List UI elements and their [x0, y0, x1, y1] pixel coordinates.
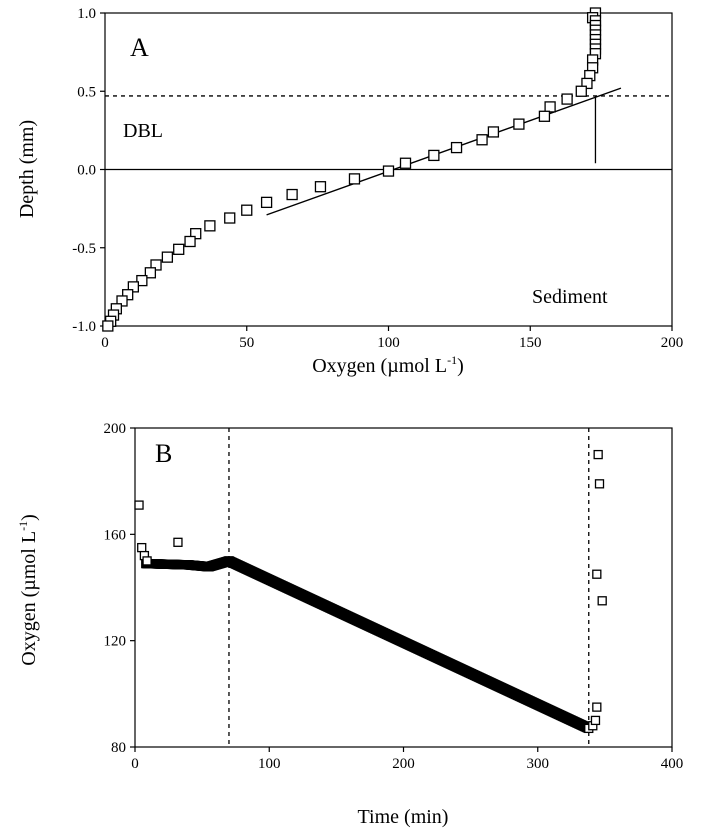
data-point [575, 85, 587, 97]
panel-a-y-axis-title: Depth (mm) [16, 120, 38, 218]
data-point [144, 267, 157, 279]
data-point [127, 281, 140, 293]
panel-b-lines [228, 428, 590, 747]
panel-b-x-tick-label: 200 [392, 756, 415, 772]
panel-a-x-tick-label: 200 [661, 335, 684, 351]
sediment-annotation: Sediment [532, 286, 608, 308]
data-point [544, 101, 556, 113]
data-point [184, 235, 196, 248]
panel-b-x-tick-label: 300 [527, 756, 550, 772]
data-point [161, 251, 174, 263]
panel-b-label: B [155, 439, 172, 468]
panel-b-x-tick-label: 0 [131, 756, 139, 772]
data-point [204, 220, 216, 232]
panel-a-label: A [130, 33, 149, 62]
data-point [597, 596, 607, 606]
panel-b-y-tick-label: 120 [104, 634, 127, 650]
data-point [314, 181, 327, 193]
data-point [538, 110, 551, 122]
data-point [476, 134, 488, 146]
dbl-annotation: DBL [123, 120, 163, 142]
panel-a-lines [105, 87, 672, 216]
data-point [173, 537, 183, 547]
panel-b-frame [134, 427, 673, 748]
panel-a-x-tick-label: 150 [519, 335, 542, 351]
panel-b-y-tick-label: 160 [104, 527, 127, 543]
panel-a-x-axis-title: Oxygen (µmol L-1) [312, 353, 464, 377]
data-point [561, 93, 573, 105]
panel-a-ticks: 0 50 100 150 200 -1.0 -0.5 0.0 0.5 1.0 [72, 6, 683, 351]
panel-b-x-tick-label: 400 [661, 756, 684, 772]
data-point [286, 188, 298, 201]
data-point [592, 702, 602, 712]
data-point [260, 196, 273, 209]
data-point [173, 243, 185, 255]
panel-a-points [102, 7, 602, 332]
linear-gradient-fit-line [266, 87, 622, 216]
data-point [348, 173, 361, 185]
data-point [428, 149, 440, 162]
panel-b-y-axis-title: Oxygen (µmol L-1) [16, 514, 40, 666]
data-point [136, 274, 148, 287]
panel-a-x-tick-label: 100 [377, 335, 400, 351]
data-point [593, 449, 603, 460]
panel-a-y-tick-label: 0.0 [77, 163, 96, 179]
data-point [190, 228, 202, 240]
data-point [224, 212, 236, 224]
panel-a-y-tick-label: 0.5 [77, 84, 96, 100]
panel-a: A DBL Sediment Oxygen (µmol L-1) Depth (… [16, 6, 683, 377]
data-point [487, 126, 500, 138]
data-point [150, 259, 162, 271]
panel-b-x-tick-label: 100 [258, 756, 281, 772]
panel-a-x-tick-label: 50 [239, 335, 254, 351]
data-point [382, 165, 395, 177]
data-point [102, 320, 114, 332]
data-point [399, 157, 412, 169]
data-point [450, 141, 463, 154]
data-point [513, 118, 525, 130]
panel-a-y-tick-label: 1.0 [77, 6, 96, 22]
data-point [134, 500, 144, 510]
data-point [241, 204, 253, 216]
panel-a-y-tick-label: -0.5 [72, 241, 96, 257]
data-point [122, 289, 134, 301]
data-point [594, 479, 605, 489]
panel-b-y-tick-label: 80 [111, 740, 126, 756]
data-point [116, 295, 128, 307]
panel-b-x-axis-title: Time (min) [358, 806, 449, 828]
panel-a-y-tick-label: -1.0 [72, 319, 96, 335]
data-point [581, 77, 593, 90]
data-point [137, 542, 147, 553]
data-point [142, 556, 152, 566]
panel-b-ticks: 0 100 200 300 400 80 120 160 200 [104, 421, 684, 772]
panel-b-y-tick-label: 200 [104, 421, 127, 437]
data-point [590, 715, 601, 726]
panel-b: B Time (min) Oxygen (µmol L-1) 0 100 200 30… [16, 421, 683, 828]
panel-b-points [134, 449, 607, 734]
data-point [592, 569, 602, 579]
panel-a-x-tick-label: 0 [101, 335, 109, 351]
